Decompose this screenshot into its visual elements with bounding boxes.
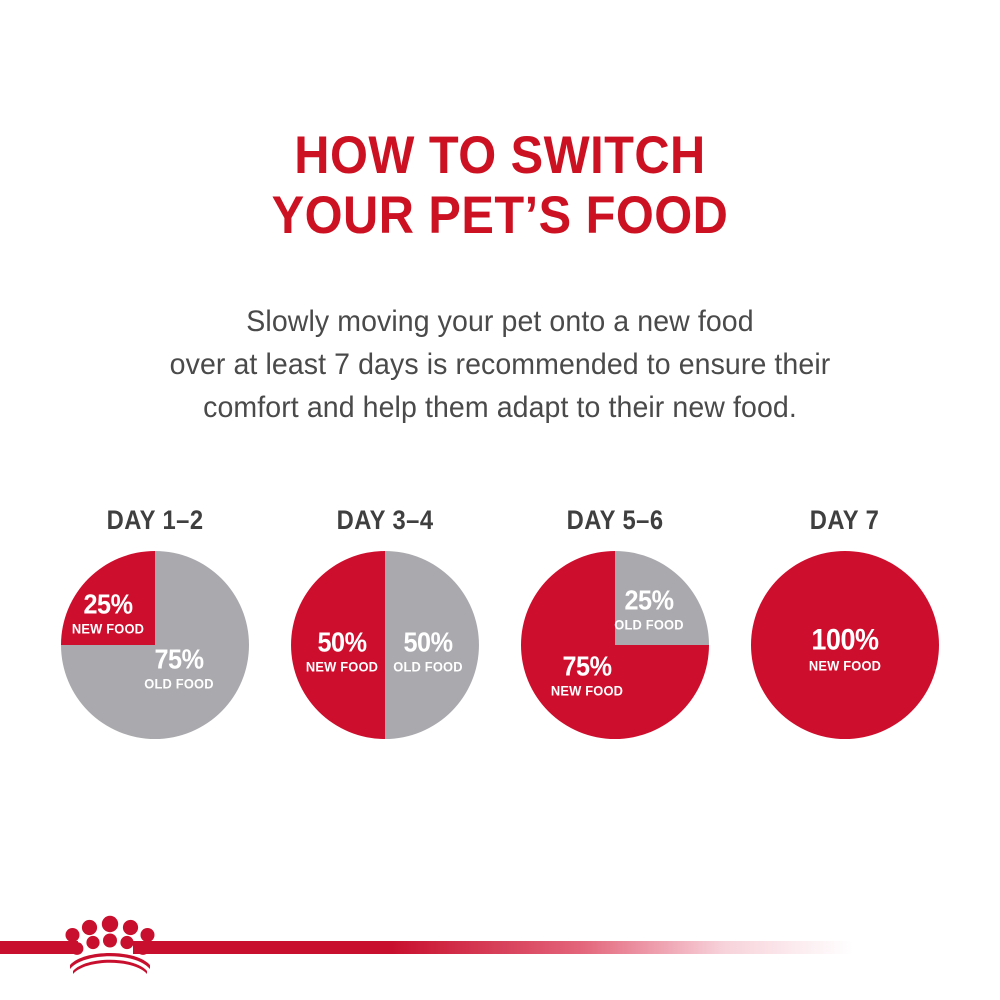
intro-line-2: over at least 7 days is recommended to e… [169,348,831,381]
pie-slice-old-food [61,551,249,739]
pie-slice-new-food [751,551,939,739]
pie-2: 50% NEW FOOD 50% OLD FOOD [291,551,479,739]
footer [0,900,1000,1000]
intro-paragraph: Slowly moving your pet onto a new food o… [0,300,1000,429]
page-title-line-1: HOW TO SWITCH [294,126,706,185]
pie-chart-2: DAY 3–4 50% NEW FOOD 50% OLD FOOD [270,505,500,739]
pie-4: 100% NEW FOOD [751,551,939,739]
pie-slice-new-food [291,551,385,739]
pie-slice-old-food [615,551,709,645]
day-label-3: DAY 5–6 [566,505,664,535]
intro-line-1: Slowly moving your pet onto a new food [246,305,754,338]
pie-svg-3 [521,551,709,739]
pie-slice-old-food [385,551,479,739]
footer-bar-right [133,941,853,954]
pie-slice-new-food [61,551,155,645]
page-title-line-2: YOUR PET’S FOOD [271,186,729,245]
pie-chart-row: DAY 1–2 25% NEW FOOD 75% OLD FOOD DAY 3–4 50% N… [0,505,1000,765]
pie-1: 25% NEW FOOD 75% OLD FOOD [61,551,249,739]
day-label-2: DAY 3–4 [336,505,434,535]
pie-3: 75% NEW FOOD 25% OLD FOOD [521,551,709,739]
day-label-1: DAY 1–2 [106,505,204,535]
pie-svg-2 [291,551,479,739]
footer-bar-left [0,941,78,954]
page-title: HOW TO SWITCH YOUR PET’S FOOD [0,126,1000,246]
pie-svg-1 [61,551,249,739]
pie-chart-1: DAY 1–2 25% NEW FOOD 75% OLD FOOD [40,505,270,739]
day-label-4: DAY 7 [810,505,880,535]
pie-chart-4: DAY 7 100% NEW FOOD [730,505,960,739]
intro-line-3: comfort and help them adapt to their new… [203,391,797,424]
pie-svg-4 [751,551,939,739]
pie-chart-3: DAY 5–6 75% NEW FOOD 25% OLD FOOD [500,505,730,739]
royal-canin-crown-icon [65,915,155,974]
